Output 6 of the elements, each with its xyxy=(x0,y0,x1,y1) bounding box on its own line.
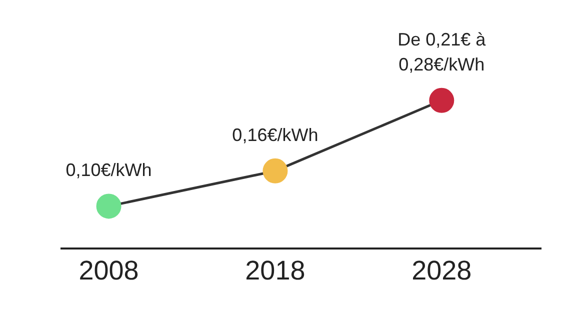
data-label: De 0,21€ à 0,28€/kWh xyxy=(398,29,487,74)
data-label: 0,10€/kWh xyxy=(66,160,152,180)
x-tick-label: 2008 xyxy=(78,256,139,286)
x-tick-label: 2028 xyxy=(412,256,472,286)
data-label: 0,16€/kWh xyxy=(232,124,318,145)
x-tick-label: 2018 xyxy=(245,256,306,286)
